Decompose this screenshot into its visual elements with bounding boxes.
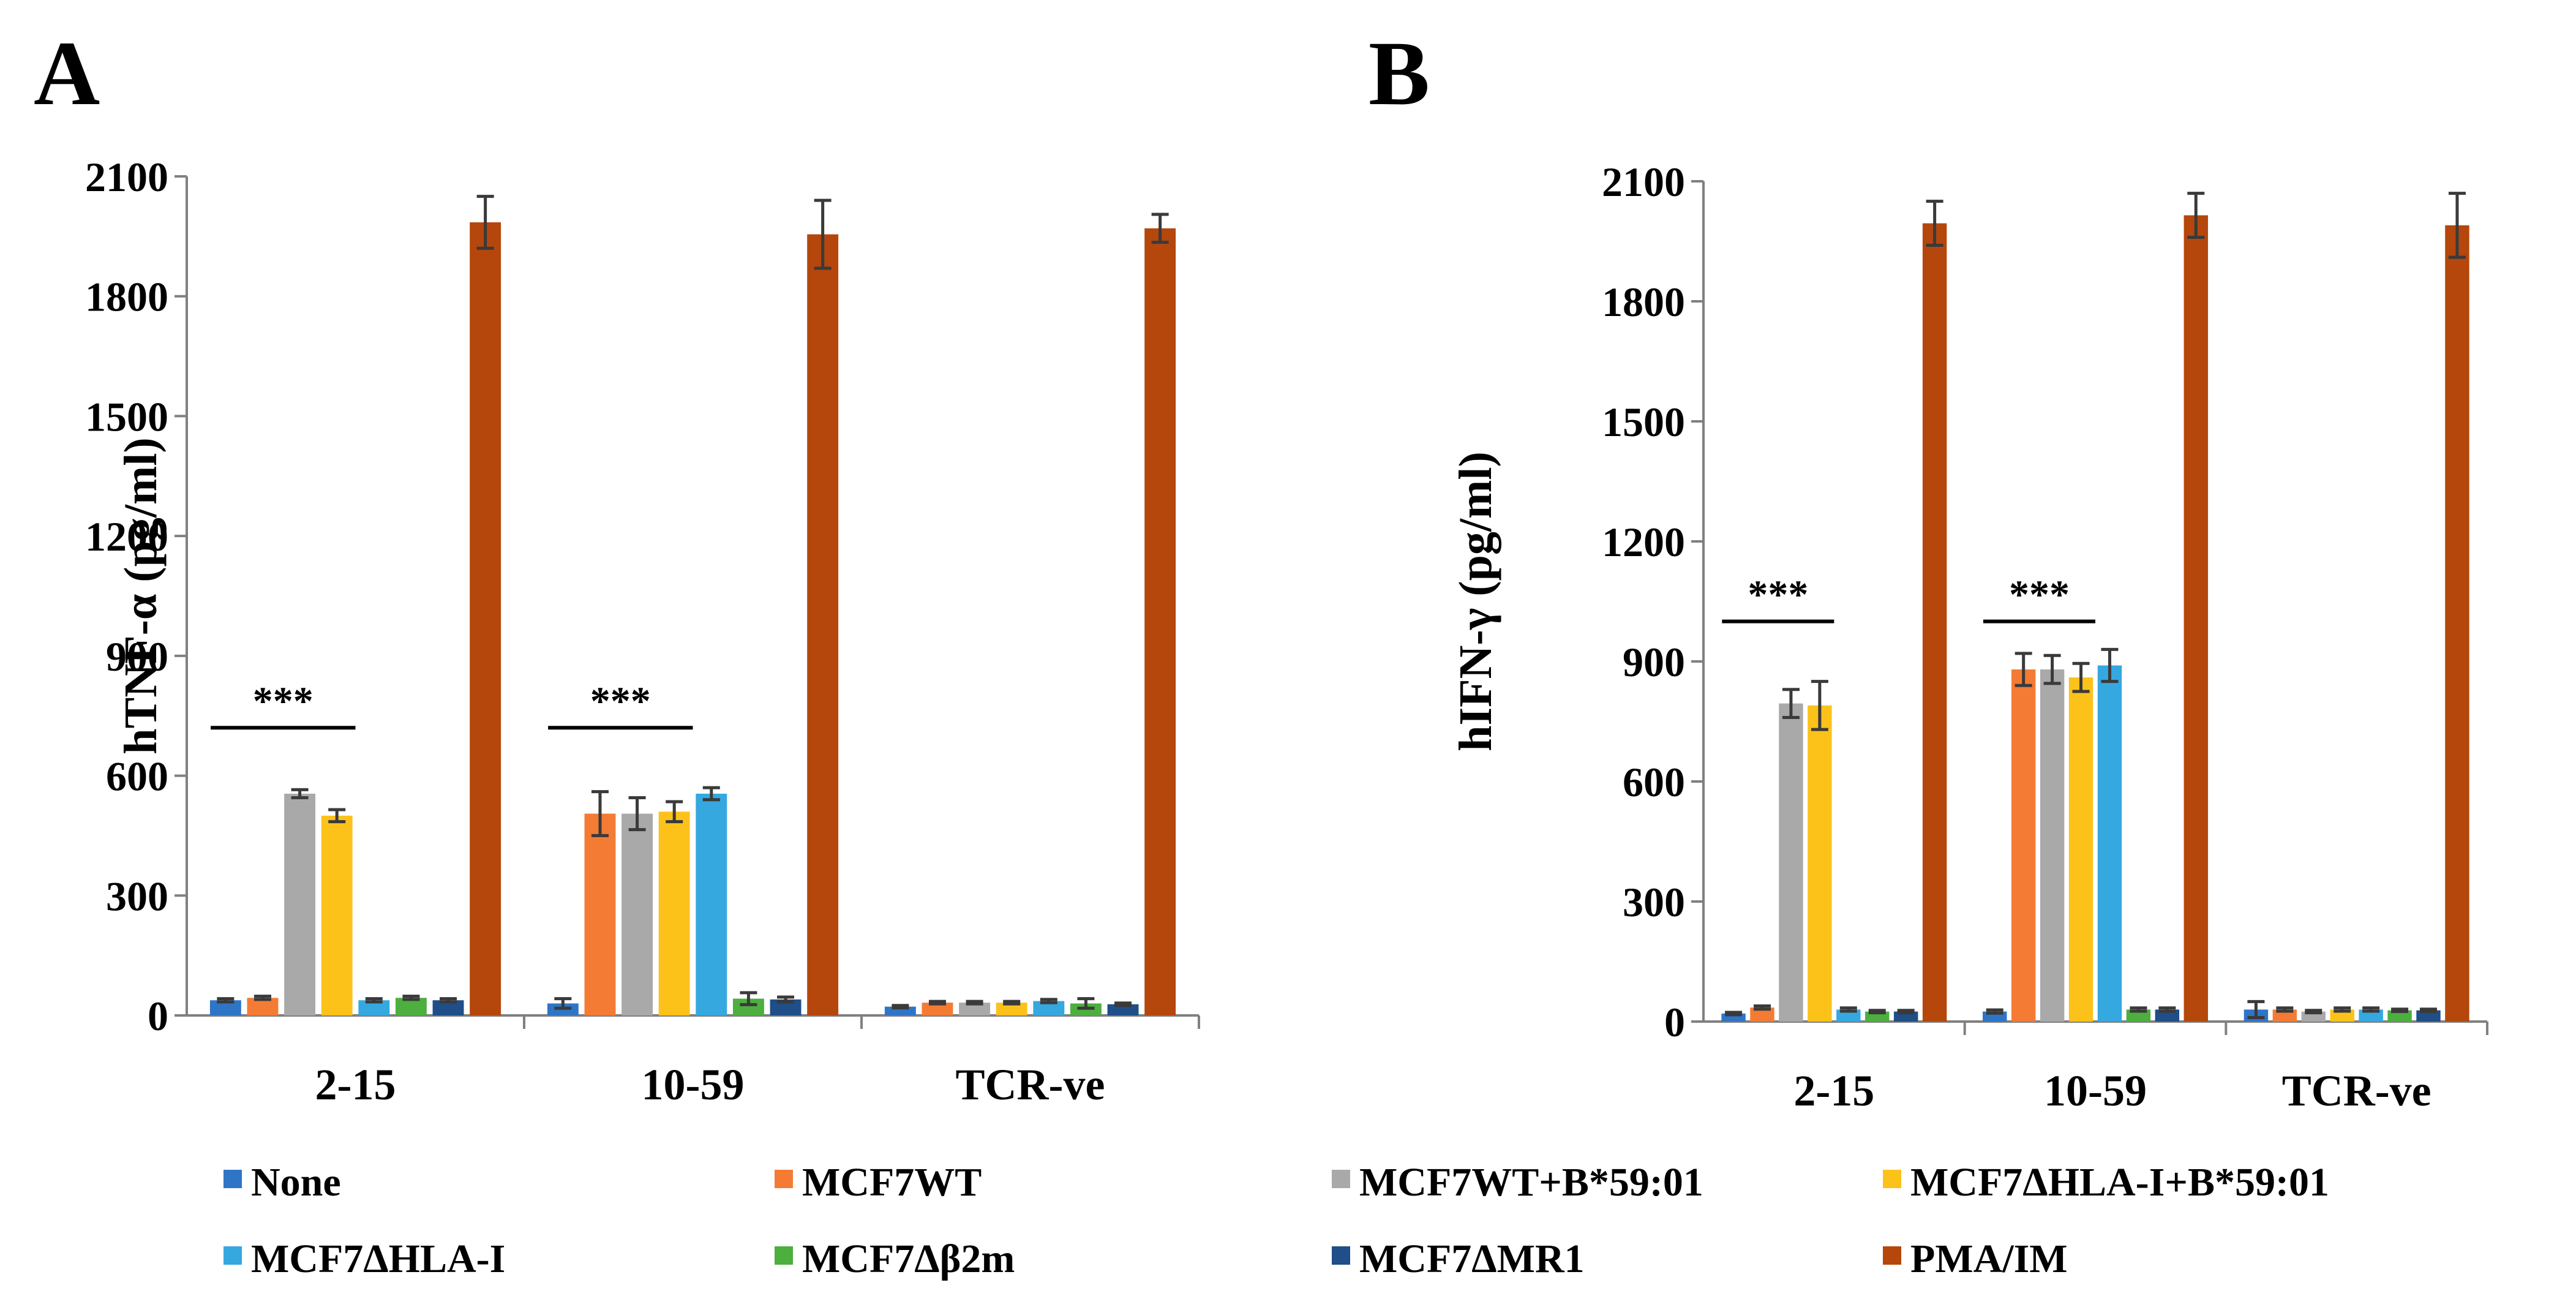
bar-mcf7wt-b-59-01-10-59 [2040,669,2065,1022]
y-tick-label: 1500 [1602,399,1685,445]
y-tick-label: 600 [106,753,168,800]
bar-mcf7wt-tcr-ve [922,1003,953,1015]
bar-pma-im-2-15 [1922,223,1947,1022]
y-axis-title: hTNF-α (pg/ml) [115,437,167,754]
bar-mcf7wt-b-59-01-10-59 [621,813,653,1015]
legend-swatch-mcf7-hla-i-b-59-01 [1883,1170,1901,1188]
bar-mcf7wt-b-59-01-tcr-ve [959,1003,991,1015]
significance-label: *** [2009,573,2070,617]
legend-label-mcf7wt-b-59-01: MCF7WT+B*59:01 [1359,1160,1703,1205]
bar-mcf7wt-2-15 [1750,1007,1774,1022]
bar-mcf7-mr1-tcr-ve [1107,1004,1139,1015]
y-tick-label: 1800 [1602,279,1685,325]
bar-mcf7-hla-i-b-59-01-2-15 [321,815,353,1015]
y-tick-label: 300 [106,873,168,919]
significance-label: *** [1748,573,1808,617]
y-tick-label: 1800 [85,274,168,320]
bar-pma-im-2-15 [470,222,501,1015]
y-tick-label: 600 [1623,759,1685,805]
legend-swatch-mcf7-hla-i [223,1246,242,1265]
y-tick-label: 300 [1623,879,1685,925]
significance-label: *** [590,679,651,723]
bar-mcf7-mr1-tcr-ve [2416,1010,2441,1022]
bar-mcf7wt-10-59 [584,813,616,1015]
y-tick-label: 900 [106,633,168,680]
legend-label-mcf7-mr1: MCF7ΔMR1 [1359,1237,1585,1281]
bar-mcf7-hla-i-b-59-01-10-59 [658,811,690,1015]
y-tick-label: 2100 [85,154,168,200]
chart-panel-b: 0 300 600 900 1200 1500 1800 2100 hIFN-γ (pg/ml)… [1450,159,2488,1115]
legend-label-pma-im: PMA/IM [1910,1237,2068,1281]
panel-a-letter: A [34,23,100,124]
panel-b-letter: B [1369,23,1430,124]
bar-pma-im-tcr-ve [1144,228,1176,1015]
bar-mcf7wt-b-59-01-2-15 [1779,703,1803,1022]
x-category-label: 2-15 [315,1060,396,1109]
x-category-label: TCR-ve [956,1060,1105,1109]
legend-label-none: None [251,1160,341,1205]
bar-mcf7-hla-i-10-59 [2097,665,2122,1022]
legend-label-mcf7wt: MCF7WT [802,1160,982,1205]
y-tick-label: 1500 [85,393,168,440]
legend-label-mcf7-hla-i: MCF7ΔHLA-I [251,1237,505,1281]
bar-mcf7-2m-tcr-ve [2387,1010,2412,1022]
legend-swatch-mcf7wt [775,1170,793,1188]
legend: None MCF7WT MCF7WT+B*59:01 MCF7ΔHLA-I+B*59:… [223,1160,2329,1281]
legend-swatch-none [223,1170,242,1188]
x-category-label: 10-59 [642,1060,745,1109]
y-tick-label: 0 [148,993,168,1039]
legend-label-mcf7-hla-i-b-59-01: MCF7ΔHLA-I+B*59:01 [1910,1160,2329,1205]
bar-mcf7-hla-i-b-59-01-2-15 [1808,705,1832,1022]
legend-swatch-mcf7wt-b-59-01 [1332,1170,1350,1188]
bar-mcf7-hla-i-b-59-01-tcr-ve [996,1003,1027,1015]
bar-mcf7-hla-i-b-59-01-10-59 [2068,677,2093,1022]
legend-swatch-pma-im [1883,1246,1901,1265]
bar-mcf7wt-10-59 [2011,669,2036,1022]
bar-mcf7wt-b-59-01-2-15 [284,793,316,1015]
bar-pma-im-tcr-ve [2445,225,2469,1022]
y-tick-label: 2100 [1602,159,1685,205]
bar-mcf7-hla-i-10-59 [696,793,727,1015]
y-tick-label: 0 [1664,999,1685,1045]
x-category-label: TCR-ve [2282,1066,2431,1115]
y-tick-label: 1200 [85,513,168,560]
significance-label: *** [253,679,314,723]
y-axis-title: hIFN-γ (pg/ml) [1450,451,1501,751]
x-category-label: 2-15 [1793,1066,1874,1115]
x-category-label: 10-59 [2044,1066,2147,1115]
chart-panel-a: 0 300 600 900 1200 1500 1800 2100 hTNF-α (pg/ml)… [85,154,1200,1109]
bar-pma-im-10-59 [2184,215,2208,1022]
legend-swatch-mcf7-mr1 [1332,1246,1350,1265]
y-tick-label: 900 [1623,639,1685,685]
bar-pma-im-10-59 [807,234,839,1016]
legend-label-mcf7-2m: MCF7Δβ2m [802,1237,1015,1281]
bar-mcf7-hla-i-tcr-ve [1033,1001,1065,1015]
legend-swatch-mcf7-2m [775,1246,793,1265]
y-tick-label: 1200 [1602,519,1685,565]
